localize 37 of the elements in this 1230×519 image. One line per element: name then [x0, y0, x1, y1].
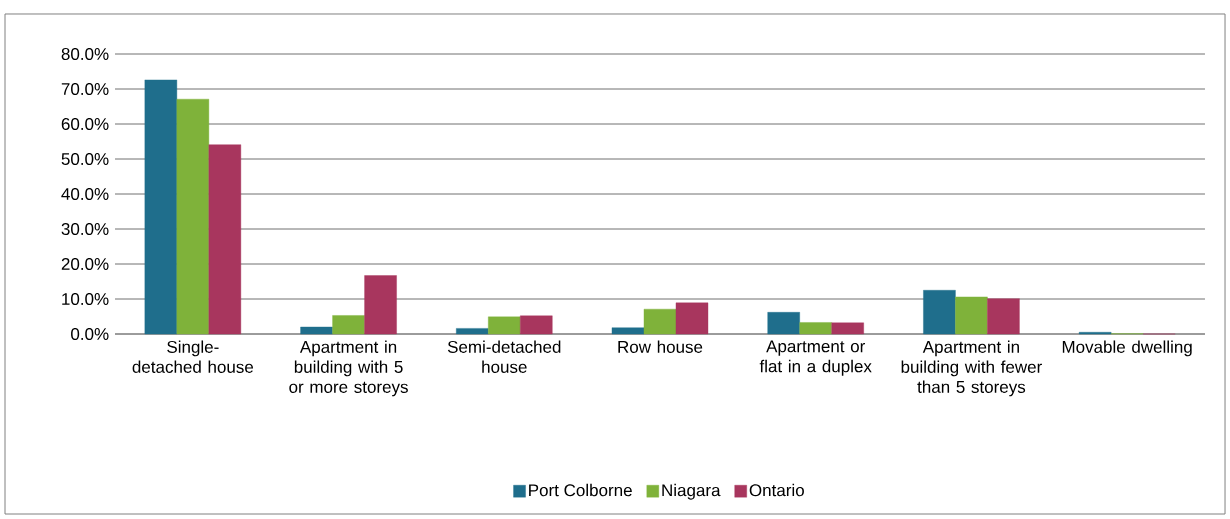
- x-tick-label: Row house: [618, 340, 703, 353]
- bar: [767, 312, 800, 335]
- legend-label: Port Colborne: [529, 483, 632, 497]
- bar: [520, 315, 553, 335]
- bar: [364, 275, 397, 335]
- y-tick-label: 50.0%: [61, 152, 109, 166]
- bar: [176, 98, 210, 335]
- bar: [300, 326, 333, 335]
- y-tick-label: 0.0%: [71, 327, 109, 341]
- bar: [831, 322, 864, 335]
- x-tick-label: Movable dwelling: [1062, 340, 1192, 357]
- y-tick-label: 30.0%: [61, 222, 109, 236]
- bar: [144, 79, 178, 335]
- legend-label: Niagara: [662, 483, 721, 500]
- bar: [611, 327, 645, 335]
- y-tick-label: 70.0%: [61, 82, 109, 96]
- y-tick-label: 20.0%: [61, 257, 109, 271]
- x-tick-label: Semi-detached house: [447, 340, 561, 373]
- x-tick-label: Apartment in building with fewer than 5 storeys: [901, 340, 1042, 397]
- x-tick-label: Apartment in building with 5 or more storeys: [289, 340, 408, 397]
- bar: [675, 302, 709, 335]
- y-tick-label: 40.0%: [61, 187, 109, 201]
- bar: [643, 308, 677, 335]
- bar: [799, 322, 832, 335]
- bar: [208, 144, 242, 335]
- x-tick-label: Apartment or flat in a duplex: [759, 340, 872, 376]
- bar: [923, 290, 956, 335]
- bar: [488, 316, 521, 335]
- bar: [987, 298, 1020, 335]
- x-tick-label: Single-detached house: [132, 340, 254, 373]
- bar: [456, 328, 489, 335]
- y-tick-label: 10.0%: [62, 292, 109, 306]
- y-tick-label: 80.0%: [61, 47, 109, 61]
- y-tick-label: 60.0%: [61, 117, 109, 131]
- bar: [332, 315, 365, 335]
- legend-label: Ontario: [749, 483, 804, 497]
- bar: [955, 296, 988, 335]
